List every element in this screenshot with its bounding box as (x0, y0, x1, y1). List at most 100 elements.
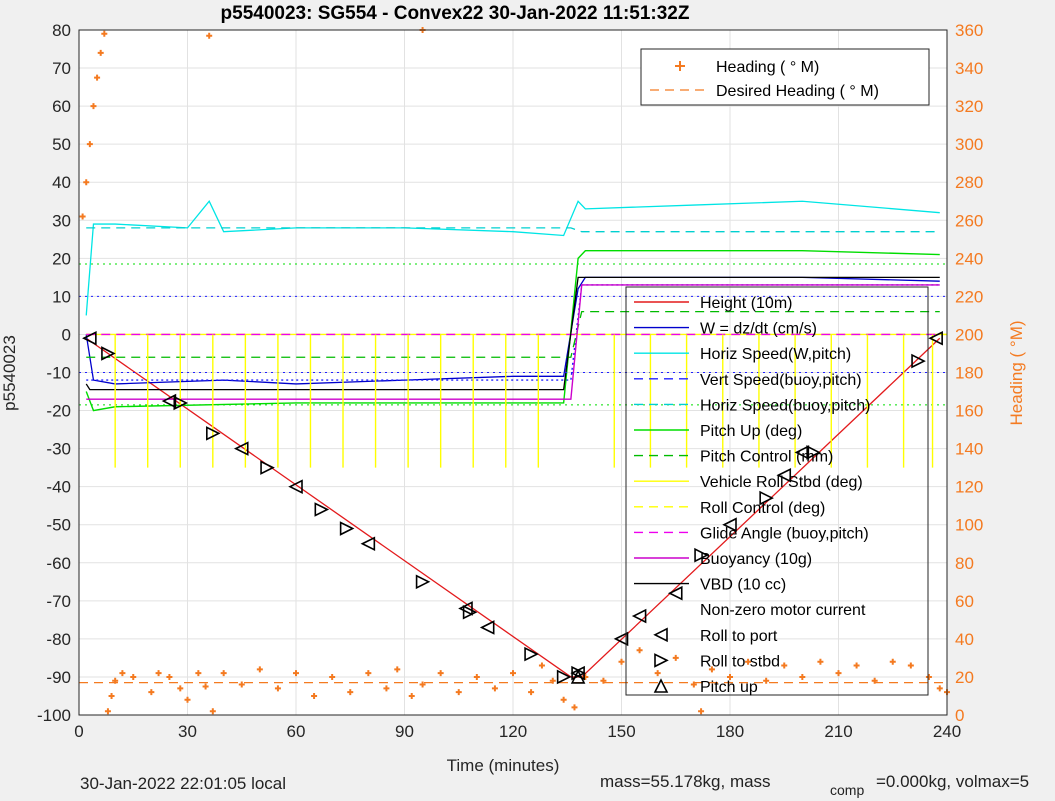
y2-tick-label: 260 (955, 211, 983, 230)
x-tick-label: 0 (74, 722, 83, 741)
roll-to-port-marker (613, 631, 629, 647)
legend-main-label: Non-zero motor current (700, 602, 866, 619)
heading-point (437, 670, 444, 677)
heading-point (112, 677, 119, 684)
heading-point (383, 685, 390, 692)
roll-to-stbd-marker (173, 395, 189, 411)
heading-point (419, 681, 426, 688)
heading-point (510, 670, 516, 677)
y2-tick-label: 0 (955, 706, 964, 725)
heading-point (618, 658, 625, 665)
heading-point (108, 692, 115, 699)
legend-main-label: W = dz/dt (cm/s) (700, 321, 817, 338)
heading-point (274, 685, 281, 692)
roll-to-stbd-marker (101, 346, 116, 361)
footer-mass: mass=55.178kg, mass (600, 772, 771, 791)
roll-to-port-marker (82, 330, 97, 346)
y-tick-label: 70 (52, 59, 71, 78)
y2-tick-label: 280 (955, 173, 983, 192)
y-tick-label: 50 (52, 135, 71, 154)
legend-main-label: Horiz Speed(buoy,pitch) (700, 397, 870, 414)
roll-to-port-marker (458, 601, 473, 616)
roll-to-stbd-marker (415, 574, 431, 590)
roll-to-port-marker (667, 585, 683, 601)
roll-to-stbd-marker (206, 426, 221, 441)
legend-main-label: Vert Speed(buoy,pitch) (700, 372, 862, 389)
y-tick-label: 60 (52, 97, 71, 116)
heading-point (195, 670, 202, 677)
marker-layer (79, 27, 950, 715)
heading-point (365, 670, 372, 677)
roll-to-stbd-marker (339, 521, 355, 536)
heading-point (202, 683, 209, 690)
y-tick-label: 10 (52, 287, 71, 306)
y-tick-label: -20 (46, 402, 71, 421)
legend-main-label: Glide Angle (buoy,pitch) (700, 525, 869, 542)
roll-to-port-marker (928, 330, 943, 346)
heading-point (94, 74, 101, 81)
roll-to-port-marker (360, 536, 376, 552)
legend-main-label: Pitch Control (mm) (700, 449, 833, 466)
legend-heading: Heading ( ° M) Desired Heading ( ° M) (640, 48, 930, 106)
heading-point (727, 673, 733, 680)
y2-tick-label: 200 (955, 325, 983, 344)
legend-main: Height (10m) W = dz/dt (cm/s) Horiz Speed(… (625, 286, 929, 696)
heading-point (549, 677, 556, 684)
legend-main-label: Pitch up (700, 679, 758, 696)
y-tick-label: 30 (52, 211, 71, 230)
plot-frame (78, 29, 948, 716)
y2-tick-label: 340 (955, 59, 983, 78)
y-tick-label: -10 (46, 364, 71, 383)
legend-main-label: Roll to stbd (700, 653, 780, 670)
heading-point (871, 677, 878, 684)
heading-point (148, 689, 155, 696)
heading-point (238, 681, 245, 688)
y-tick-label: 20 (52, 249, 71, 268)
heading-point (206, 32, 213, 39)
footer-comp-subscript: comp (830, 782, 865, 798)
heading-point (672, 654, 679, 661)
heading-point (708, 666, 715, 673)
legend-swatch-roll-stbd (654, 653, 669, 668)
heading-point (293, 670, 299, 677)
footer-volmax: =0.000kg, volmax=5 (876, 772, 1030, 791)
x-tick-label: 120 (499, 722, 527, 741)
heading-point (329, 673, 336, 680)
y2-tick-label: 180 (955, 364, 983, 383)
y2-tick-label: 300 (955, 135, 983, 154)
series-pitch-up-deg- (85, 250, 940, 412)
y2-tick-label: 320 (955, 97, 983, 116)
chart-title: p5540023: SG554 - Convex22 30-Jan-2022 1… (221, 3, 690, 24)
roll-to-stbd-marker (314, 502, 330, 517)
legend-main-label: VBD (10 cc) (700, 577, 786, 594)
roll-to-port-marker (161, 393, 177, 409)
heading-point (130, 673, 137, 680)
heading-point (155, 670, 162, 677)
heading-point (166, 673, 173, 680)
heading-point (256, 666, 263, 673)
heading-point (177, 685, 184, 692)
legend-desired-label: Desired Heading ( ° M) (716, 83, 879, 100)
heading-point (763, 677, 770, 684)
heading-point (571, 704, 578, 711)
legend-main-label: Horiz Speed(W,pitch) (700, 346, 851, 363)
y2-tick-label: 100 (955, 516, 983, 535)
heading-point (119, 670, 126, 677)
y2-tick-label: 60 (955, 592, 974, 611)
legend-main-label: Roll to port (700, 628, 778, 645)
y2-tick-label: 160 (955, 402, 983, 421)
heading-point (104, 708, 111, 715)
y2-tick-label: 140 (955, 440, 983, 459)
x-tick-label: 150 (607, 722, 635, 741)
x-tick-label: 30 (178, 722, 197, 741)
heading-point (220, 670, 227, 677)
heading-point (473, 673, 480, 680)
y-axis-label: p5540023 (0, 335, 19, 411)
roll-to-port-marker (631, 608, 647, 624)
y2-tick-label: 40 (955, 630, 974, 649)
heading-point (799, 673, 806, 680)
heading-point (907, 662, 914, 669)
roll-to-stbd-marker (694, 547, 709, 563)
x-tick-label: 240 (933, 722, 961, 741)
roll-to-stbd-marker (524, 646, 539, 662)
